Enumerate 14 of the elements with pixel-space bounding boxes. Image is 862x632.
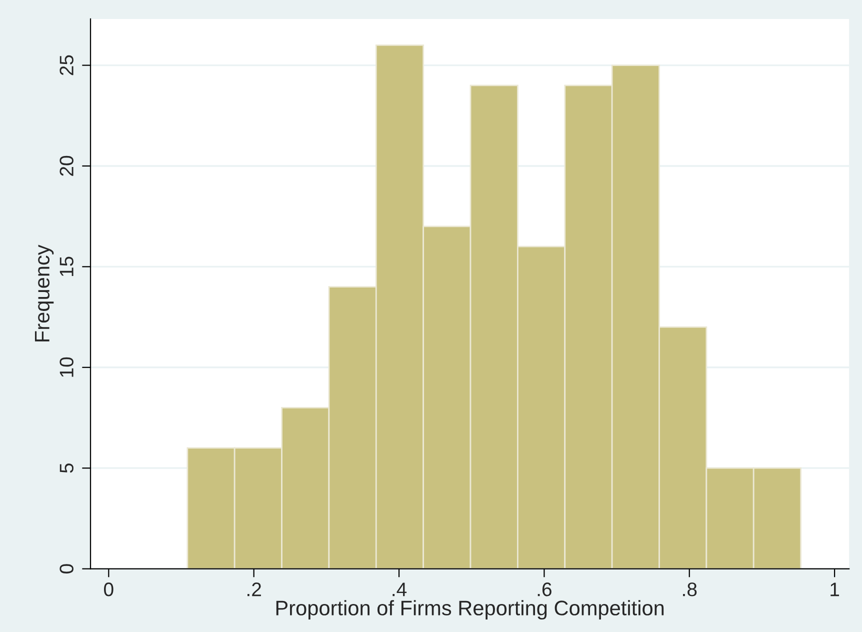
y-tick-label: 20 xyxy=(60,156,74,176)
x-tick-label: .6 xyxy=(538,582,552,596)
x-tick-label: .2 xyxy=(248,582,261,596)
x-tick-label: .8 xyxy=(683,582,697,596)
y-tick-label: 10 xyxy=(60,357,74,377)
y-axis-title: Frequency xyxy=(34,244,54,342)
y-tick-label: 0 xyxy=(60,564,74,574)
x-axis-title: Proportion of Firms Reporting Competition xyxy=(276,600,664,620)
x-tick-label: .4 xyxy=(392,582,407,596)
y-tick-label: 5 xyxy=(60,464,74,473)
y-tick-label: 15 xyxy=(60,256,74,276)
x-tick-label: 0 xyxy=(104,582,114,596)
y-tick-label: 25 xyxy=(60,55,74,76)
x-tick-label: 1 xyxy=(830,582,840,596)
